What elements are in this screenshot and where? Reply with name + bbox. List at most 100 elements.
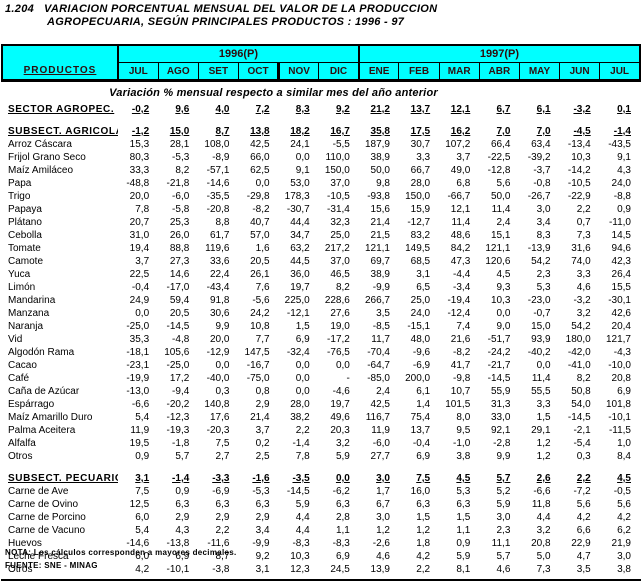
value-text: -43,5 [608,139,631,150]
value-text: 20,0 [129,191,150,202]
value-text: 4,3 [617,165,631,176]
month-header-nov-4: NOV [277,62,320,82]
value-text: 38,9 [370,269,390,280]
value-text: 20,8 [531,538,551,549]
product-label: Trigo [8,191,31,202]
value-text: 0,0 [295,152,310,163]
value-text: -70,4 [367,347,390,358]
month-header-dic-5: DIC [318,62,360,82]
value-text: 6,0 [135,512,150,523]
value-text: 8,1 [456,564,471,575]
value-cell: 12,5 [118,498,158,511]
table-row: Espárrago -6,6 -20,2 140,8 2,9 28,0 19,7 42,5 1… [2,398,640,411]
value-cell: 0,0 [279,372,319,385]
value-text: 44,4 [290,217,310,228]
value-cell: -4,5 [560,125,600,138]
value-cell: 15,5 [600,281,640,294]
value-text: -14,6 [126,538,150,549]
value-text: -21,8 [166,178,190,189]
value-cell: 6,9 [158,550,198,563]
product-label-cell: Vid [2,333,118,346]
product-label: Leche Fresca [8,551,69,562]
value-cell: 1,5 [519,411,559,424]
value-text: 121,1 [485,243,511,254]
value-text: -24,2 [487,347,511,358]
value-text: 74,0 [571,256,591,267]
value-cell: 28,1 [158,138,198,151]
subtitle-text: Variación % mensual respecto a similar m… [109,86,438,99]
value-text: 2,9 [175,512,190,523]
value-text: -1,0 [453,438,471,449]
value-cell: -2,6 [359,537,399,550]
value-cell: 5,7 [158,450,198,463]
value-text: -66,7 [447,191,471,202]
value-text: -8,8 [613,191,631,202]
value-cell: 19,0 [319,320,359,333]
value-cell: -14,2 [560,164,600,177]
value-text: 1,7 [376,486,390,497]
value-cell: -9,9 [359,281,399,294]
value-text: 6,3 [456,499,471,510]
value-text: 16,7 [330,126,350,137]
value-cell: -5,4 [560,437,600,450]
value-cell: -85,0 [359,372,399,385]
value-text: 31,6 [571,243,591,254]
value-text: -11,0 [608,217,631,228]
value-cell: 94,6 [600,242,640,255]
value-cell: 3,3 [560,268,600,281]
value-text: 6,3 [416,499,431,510]
product-label-cell: Naranja [2,320,118,333]
value-cell: -14,5 [279,485,319,498]
value-text: 91,8 [209,295,230,306]
value-text: 0,7 [576,217,591,228]
value-text: 9,6 [175,104,190,115]
value-cell: -1,8 [158,437,198,450]
product-label-cell: Cebolla [2,229,118,242]
value-text: 119,6 [205,243,230,254]
value-text: 14,6 [169,269,190,280]
table-row: Maíz Amarillo Duro 5,4 -12,3 17,6 21,4 38,2 4… [2,411,640,424]
value-text: 34,7 [290,230,310,241]
value-cell: -10,5 [560,177,600,190]
month-header-ene-6: ENE [357,62,400,82]
value-cell: 4,2 [118,563,158,576]
value-cell: 4,5 [479,268,519,281]
value-cell: 50,8 [560,385,600,398]
value-cell: -6,2 [319,485,359,498]
value-cell: 120,6 [479,255,519,268]
year-1996-header: 1996(P) [117,44,360,63]
value-text: 8,8 [215,217,230,228]
value-cell: -1,6 [238,472,278,485]
table-row: Carne de Ave 7,5 0,9 -6,9 -5,3 -14,5 -6,2 1,7 1… [2,485,640,498]
product-label-cell: Maíz Amiláceo [2,164,118,177]
value-text: 35,8 [370,126,390,137]
value-cell: -39,2 [519,151,559,164]
value-text: 6,9 [335,551,350,562]
value-text: 33,6 [209,256,230,267]
value-text: 6,9 [617,386,631,397]
value-cell: 9,9 [198,320,238,333]
value-text: 4,4 [536,512,551,523]
value-cell: 66,0 [238,151,278,164]
value-text: 10,7 [450,386,471,397]
value-text: 83,2 [410,230,431,241]
value-cell: -16,7 [238,359,278,372]
value-text: 0,1 [617,104,631,115]
value-text: -57,1 [206,165,230,176]
value-text: -20,3 [206,425,230,436]
value-text: 42,3 [611,256,631,267]
product-label: Cebolla [8,230,42,241]
table-row: Limón -0,4 -17,0 -43,4 7,6 19,7 8,2 -9,9 6,5 -3,… [2,281,640,294]
value-text: -19,9 [126,373,150,384]
value-cell: 12,1 [439,103,479,116]
value-cell: 6,2 [600,524,640,537]
value-cell: 6,3 [319,498,359,511]
value-text: 59,4 [169,295,190,306]
value-text: 0,9 [456,538,471,549]
value-text: 8,2 [335,282,350,293]
product-label: Mandarina [8,295,56,306]
value-cell: -40,2 [519,346,559,359]
value-cell: 6,3 [399,498,439,511]
value-cell: 42,6 [600,307,640,320]
value-text: 3,0 [496,512,511,523]
